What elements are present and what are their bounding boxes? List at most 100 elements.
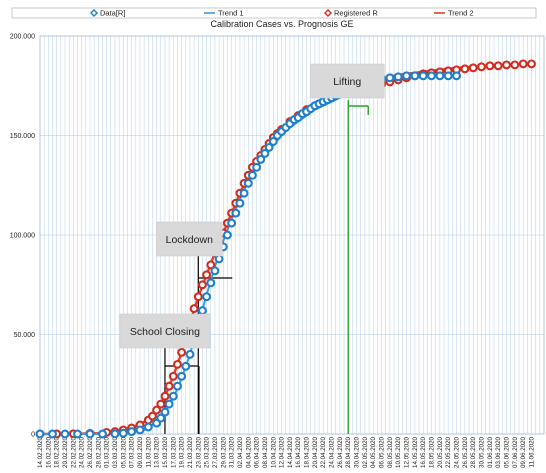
x-tick-label: 24.05.2020 [454,436,461,468]
x-tick-label: 18.05.2020 [429,436,436,468]
x-tick-label: 11.06.2020 [529,436,536,467]
data-r-marker [214,254,224,264]
registered-r-marker [518,59,528,69]
x-tick-label: 06.04.2020 [254,436,261,468]
legend-box [11,7,537,19]
data-r-marker [110,429,120,439]
data-r-marker [260,148,270,158]
data-r-marker [85,429,95,439]
x-tick-label: 20.02.2020 [62,436,69,468]
data-r-marker [427,71,436,81]
data-r-marker [256,154,266,164]
legend-label: Trend 2 [448,9,474,18]
y-tick-label: 100.000 [10,233,35,240]
x-tick-label: 21.03.2020 [187,436,194,468]
annotation-label: Lockdown [166,234,213,246]
annotation-boxes: School Closing Lockdown Lifting [119,63,385,349]
data-r-marker [73,429,82,439]
data-r-marker [418,71,428,81]
x-tick-label: 09.03.2020 [137,436,144,468]
x-tick-label: 14.02.2020 [37,436,44,468]
x-tick-label: 26.04.2020 [337,436,344,468]
x-tick-label: 30.05.2020 [479,436,486,468]
x-tick-label: 05.03.2020 [120,436,127,468]
registered-r-marker [502,60,511,70]
x-tick-label: 07.06.2020 [512,436,519,468]
registered-r-marker [156,399,166,409]
registered-r-marker [527,59,536,69]
x-tick-label: 10.05.2020 [395,436,402,468]
annotation-label: Lifting [333,76,361,88]
x-tick-label: 28.04.2020 [345,436,352,468]
data-r-marker [202,292,212,302]
registered-r-marker [177,347,187,357]
legend: Data[R] Trend 1 Registered R Trend 2 [90,9,474,18]
registered-r-marker [477,62,486,72]
data-r-marker [197,306,207,316]
x-tick-label: 15.03.2020 [162,436,169,468]
x-tick-label: 14.04.2020 [287,436,294,468]
data-r-marker [385,73,395,83]
x-tick-label: 31.03.2020 [229,436,236,468]
annotation-box [155,221,223,257]
registered-r-marker [152,405,162,415]
data-r-marker [235,198,245,208]
data-r-marker [185,349,195,359]
data-r-marker [173,381,182,391]
data-r-marker [268,137,278,146]
y-tick-label: 200.000 [10,34,35,41]
x-tick-label: 10.04.2020 [270,436,277,468]
registered-r-marker [160,391,170,401]
legend-marker [324,9,332,17]
data-r-marker [60,429,70,439]
x-tick-label: 27.03.2020 [212,436,219,468]
x-tick-label: 02.04.2020 [237,436,244,468]
data-r-marker [452,71,461,81]
data-r-marker [143,422,153,432]
registered-r-marker [197,280,207,290]
x-tick-label: 24.04.2020 [329,436,336,468]
x-tick-label: 22.02.2020 [70,436,77,468]
legend-label: Trend 1 [218,9,244,18]
annotation-label: School Closing [130,326,200,338]
annotation-box [309,63,385,99]
y-tick-label: 50.000 [14,332,36,339]
x-tick-label: 06.05.2020 [379,436,386,468]
data-r-marker [135,425,145,435]
x-tick-label: 04.04.2020 [245,436,252,468]
legend-label: Registered R [334,9,378,18]
data-r-marker [168,391,178,401]
x-tick-label: 26.02.2020 [87,436,94,468]
registered-r-marker [173,359,182,369]
data-r-marker [156,413,166,423]
x-tick-label: 03.06.2020 [495,436,502,468]
x-tick-label: 29.03.2020 [220,436,227,468]
chart-title: Calibration Cases vs. Prognosis GE [210,19,353,29]
data-r-marker [206,278,216,288]
data-r-marker [160,407,170,417]
x-tick-label: 17.03.2020 [170,436,177,468]
data-r-marker [35,429,45,439]
y-tick-label: 0 [31,432,35,439]
grid [39,35,545,435]
data-r-marker [164,399,174,409]
y-axis-ticks: 0 50.000 100.000 150.000 200.000 [10,34,35,439]
x-tick-label: 12.04.2020 [279,436,286,468]
x-tick-label: 24.02.2020 [79,436,86,468]
x-tick-label: 13.03.2020 [154,436,161,468]
x-tick-label: 22.05.2020 [445,436,452,468]
data-r-marker [443,71,453,81]
data-r-marker [243,178,253,188]
x-tick-label: 14.05.2020 [412,436,419,468]
legend-marker [90,9,98,17]
registered-r-marker [189,304,199,314]
x-tick-label: 08.05.2020 [387,436,394,468]
data-r-marker [264,142,274,152]
data-r-marker [410,71,420,81]
data-r-marker [98,429,107,439]
x-tick-label: 12.05.2020 [404,436,411,468]
data-r-marker [48,429,57,439]
data-r-marker [181,361,191,371]
